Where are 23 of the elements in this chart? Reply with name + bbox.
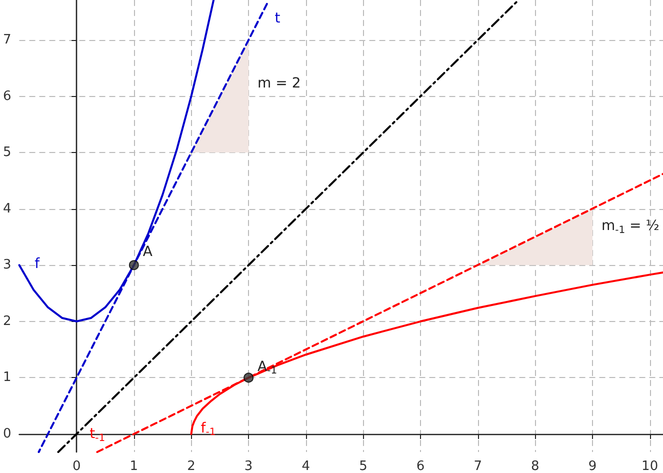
x-tick-label: 3: [244, 459, 253, 473]
x-tick-label: 1: [130, 459, 138, 473]
x-tick-label: 5: [359, 459, 368, 473]
x-tick-label: 2: [187, 459, 196, 473]
x-tick-label: 10: [642, 459, 658, 473]
y-tick-label: 6: [2, 88, 12, 104]
annotation: m = 2: [258, 75, 301, 92]
series-label: t: [274, 10, 281, 26]
x-tick-label: 6: [416, 459, 425, 473]
annotation: A: [142, 244, 153, 260]
x-tick-label: 9: [588, 459, 597, 473]
x-tick-label: 8: [531, 459, 540, 473]
y-tick-label: 7: [2, 32, 12, 48]
y-tick-label: 1: [2, 370, 12, 386]
x-tick-label: 7: [474, 459, 482, 473]
y-tick-label: 2: [2, 314, 12, 329]
x-tick-label: 4: [302, 459, 310, 473]
series-label: f: [34, 256, 41, 272]
y-tick-label: 4: [2, 201, 12, 216]
x-tick-label: 0: [72, 459, 81, 473]
y-tick-label: 3: [2, 258, 12, 273]
y-tick-label: 0: [2, 426, 12, 442]
y-tick-label: 5: [2, 145, 12, 160]
